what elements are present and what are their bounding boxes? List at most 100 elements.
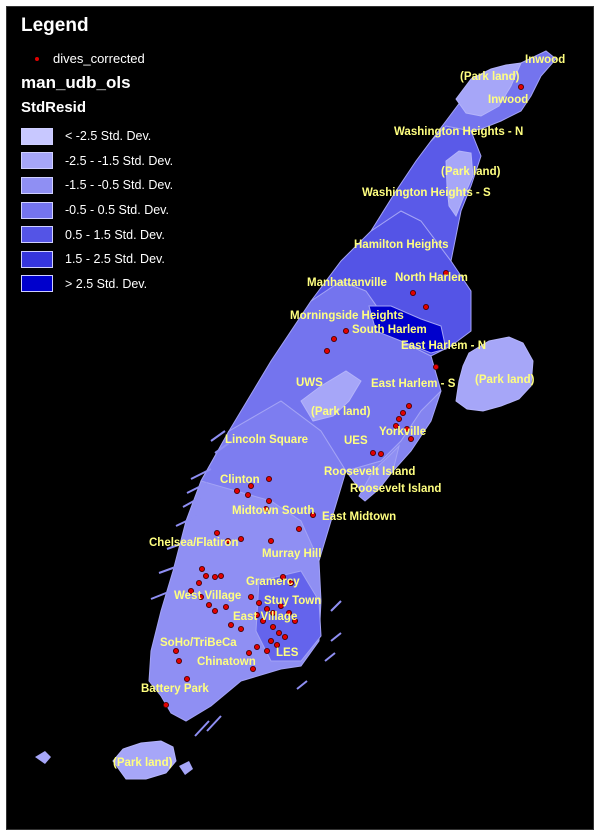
dive-point xyxy=(197,594,204,601)
map-canvas[interactable]: Inwood (Park land) Inwood Washington Hei… xyxy=(7,7,593,829)
label-murray: Murray Hill xyxy=(262,548,321,560)
manhattan-polygons xyxy=(148,50,557,722)
legend-class-row: > 2.5 Std. Dev. xyxy=(21,272,173,297)
dive-point xyxy=(273,642,280,649)
dive-point xyxy=(323,347,330,354)
label-wash-n: Washington Heights - N xyxy=(394,126,523,138)
dive-point xyxy=(217,573,224,580)
label-chelsea: Chelsea/Flatiron xyxy=(149,537,238,549)
islet-south xyxy=(179,761,193,775)
dive-point xyxy=(269,624,276,631)
label-uws: UWS xyxy=(296,377,323,389)
dive-point xyxy=(227,622,234,629)
label-gramercy: Gramercy xyxy=(246,576,300,588)
dive-point xyxy=(249,666,256,673)
label-east-village: East Village xyxy=(233,611,297,623)
dive-point xyxy=(279,574,286,581)
label-park-1: (Park land) xyxy=(460,71,520,83)
dive-point xyxy=(247,594,254,601)
dive-point xyxy=(213,530,220,537)
legend-class-row: < -2.5 Std. Dev. xyxy=(21,124,173,149)
dive-point xyxy=(405,402,412,409)
legend-title: Legend xyxy=(21,15,89,36)
dive-point xyxy=(330,335,337,342)
label-south-harlem: South Harlem xyxy=(352,324,427,336)
dive-point xyxy=(233,487,240,494)
dive-point xyxy=(518,84,525,91)
park-land-north xyxy=(455,62,522,117)
label-park-3: (Park land) xyxy=(475,374,535,386)
legend-class-row: -1.5 - -0.5 Std. Dev. xyxy=(21,173,173,198)
legend-swatch xyxy=(21,250,53,268)
map-frame: Inwood (Park land) Inwood Washington Hei… xyxy=(6,6,594,830)
label-wash-s: Washington Heights - S xyxy=(362,187,491,199)
dive-point xyxy=(399,409,406,416)
dive-point xyxy=(403,425,410,432)
label-soho: SoHo/TriBeCa xyxy=(160,637,237,649)
park-land-wash xyxy=(445,150,474,218)
dive-point xyxy=(422,303,429,310)
dive-point xyxy=(395,415,402,422)
dive-point xyxy=(255,600,262,607)
label-yorkville: Yorkville xyxy=(379,426,426,438)
dive-point xyxy=(267,538,274,545)
label-les: LES xyxy=(276,647,299,659)
dive-point xyxy=(247,482,254,489)
neighborhood-labels: Inwood (Park land) Inwood Washington Hei… xyxy=(113,54,565,769)
dive-point xyxy=(205,602,212,609)
label-park-5: (Park land) xyxy=(113,757,173,769)
dive-point xyxy=(267,638,274,645)
legend-swatch xyxy=(21,201,53,219)
dive-point xyxy=(162,702,169,709)
legend-class-row: -0.5 - 0.5 Std. Dev. xyxy=(21,198,173,223)
label-roosevelt-1: Roosevelt Island xyxy=(324,466,415,478)
dive-point xyxy=(237,626,244,633)
dive-point xyxy=(222,604,229,611)
legend-class-label: < -2.5 Std. Dev. xyxy=(65,129,152,144)
label-inwood-a: Inwood xyxy=(525,54,565,66)
legend-class-label: 0.5 - 1.5 Std. Dev. xyxy=(65,227,165,242)
legend-field-name: StdResid xyxy=(21,99,87,116)
dive-point xyxy=(198,566,205,573)
dive-point xyxy=(172,648,179,655)
dive-points xyxy=(162,84,525,709)
dive-point xyxy=(187,588,194,595)
label-park-2: (Park land) xyxy=(441,166,501,178)
legend-points-label: dives_corrected xyxy=(53,51,145,66)
islet-west xyxy=(35,751,51,764)
dive-point xyxy=(262,505,269,512)
dive-point xyxy=(281,634,288,641)
dive-point xyxy=(175,658,182,665)
dive-point xyxy=(432,363,439,370)
dive-point xyxy=(342,327,349,334)
dive-point xyxy=(244,491,251,498)
label-clinton: Clinton xyxy=(220,474,260,486)
dive-point xyxy=(263,648,270,655)
dive-point xyxy=(211,608,218,615)
legend-swatch xyxy=(21,275,53,293)
label-east-harlem-s: East Harlem - S xyxy=(371,378,456,390)
legend-class-label: -2.5 - -1.5 Std. Dev. xyxy=(65,153,174,168)
label-east-harlem-n: East Harlem - N xyxy=(401,340,486,352)
district-harlem-dark xyxy=(368,305,447,354)
legend-class-row: 1.5 - 2.5 Std. Dev. xyxy=(21,247,173,272)
label-inwood-b: Inwood xyxy=(488,94,528,106)
legend-swatch xyxy=(21,127,53,145)
legend-class-row: 0.5 - 1.5 Std. Dev. xyxy=(21,222,173,247)
dive-point xyxy=(253,644,260,651)
label-chinatown: Chinatown xyxy=(197,656,256,668)
label-west-village: West Village xyxy=(174,590,241,602)
label-battery: Battery Park xyxy=(141,683,209,695)
dive-point xyxy=(295,526,302,533)
label-hamilton: Hamilton Heights xyxy=(354,239,449,251)
dive-point xyxy=(202,573,209,580)
legend-layer-name: man_udb_ols xyxy=(21,73,131,92)
label-midtown-south: Midtown South xyxy=(232,505,314,517)
dive-point xyxy=(392,422,399,429)
dive-point xyxy=(377,450,384,457)
label-morningside: Morningside Heights xyxy=(290,310,404,322)
label-east-midtown: East Midtown xyxy=(322,511,396,523)
park-land-central xyxy=(300,370,362,422)
dive-point xyxy=(183,676,190,683)
label-roosevelt-2: Roosevelt Island xyxy=(350,483,441,495)
